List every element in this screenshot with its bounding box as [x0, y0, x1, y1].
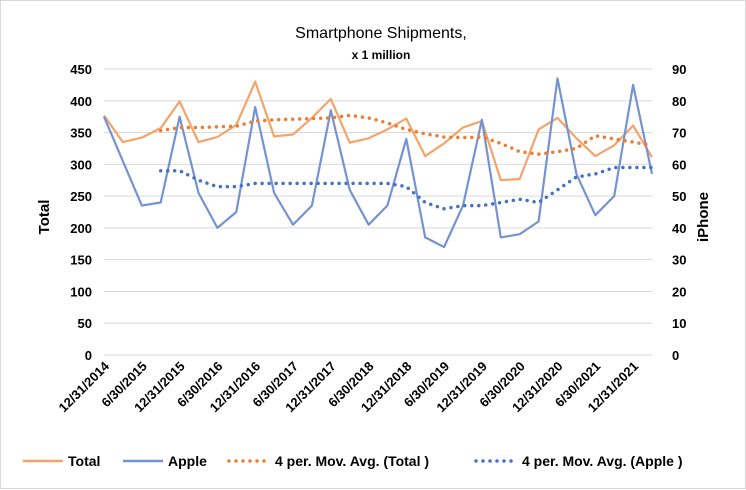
x-ticks: 12/31/20146/30/201512/31/20156/30/201612…	[55, 358, 641, 415]
y-tick-label-right: 60	[672, 157, 686, 172]
y-tick-label-left: 200	[70, 221, 92, 236]
y-tick-label-left: 250	[70, 189, 92, 204]
y-tick-label-right: 0	[672, 348, 679, 363]
y-axis-label-left: Total	[36, 200, 53, 235]
y-tick-label-left: 300	[70, 157, 92, 172]
gridlines	[104, 68, 652, 356]
chart-subtitle: x 1 million	[352, 48, 411, 62]
y-tick-label-left: 400	[70, 94, 92, 109]
y-tick-label-right: 80	[672, 94, 686, 109]
y-ticks-right: 0 10 20 30 40 50 60 70 80 90	[672, 62, 686, 363]
y-tick-label-right: 90	[672, 62, 686, 77]
y-tick-label-left: 100	[70, 284, 92, 299]
legend-label-1: Total	[68, 453, 100, 469]
y-tick-label-left: 350	[70, 126, 92, 141]
chart-title: Smartphone Shipments,	[295, 25, 467, 42]
series-line-1	[103, 80, 653, 182]
series-line-2	[102, 77, 654, 249]
y-tick-label-left: 0	[85, 348, 92, 363]
legend-label-2: Apple	[168, 453, 207, 469]
x-tick-label: 12/31/2014	[55, 358, 112, 415]
y-tick-label-right: 50	[672, 189, 686, 204]
y-ticks-left: 0 50 100 150 200 250 300 350 400 450	[70, 62, 92, 363]
series-line-3	[158, 113, 654, 156]
y-axis-label-right: iPhone	[695, 192, 712, 242]
y-tick-label-right: 40	[672, 221, 686, 236]
y-tick-label-left: 50	[78, 316, 92, 331]
series-group	[102, 77, 654, 249]
legend: Total Apple 4 per. Mov. Avg. (Total ) 4 per…	[23, 453, 683, 469]
y-tick-label-right: 20	[672, 284, 686, 299]
y-tick-label-left: 450	[70, 62, 92, 77]
y-tick-label-right: 70	[672, 126, 686, 141]
legend-label-4: 4 per. Mov. Avg. (Apple )	[522, 453, 683, 469]
legend-label-3: 4 per. Mov. Avg. (Total )	[275, 453, 429, 469]
y-tick-label-right: 10	[672, 316, 686, 331]
y-tick-label-right: 30	[672, 253, 686, 268]
series-line-4	[158, 165, 654, 211]
y-tick-label-left: 150	[70, 253, 92, 268]
